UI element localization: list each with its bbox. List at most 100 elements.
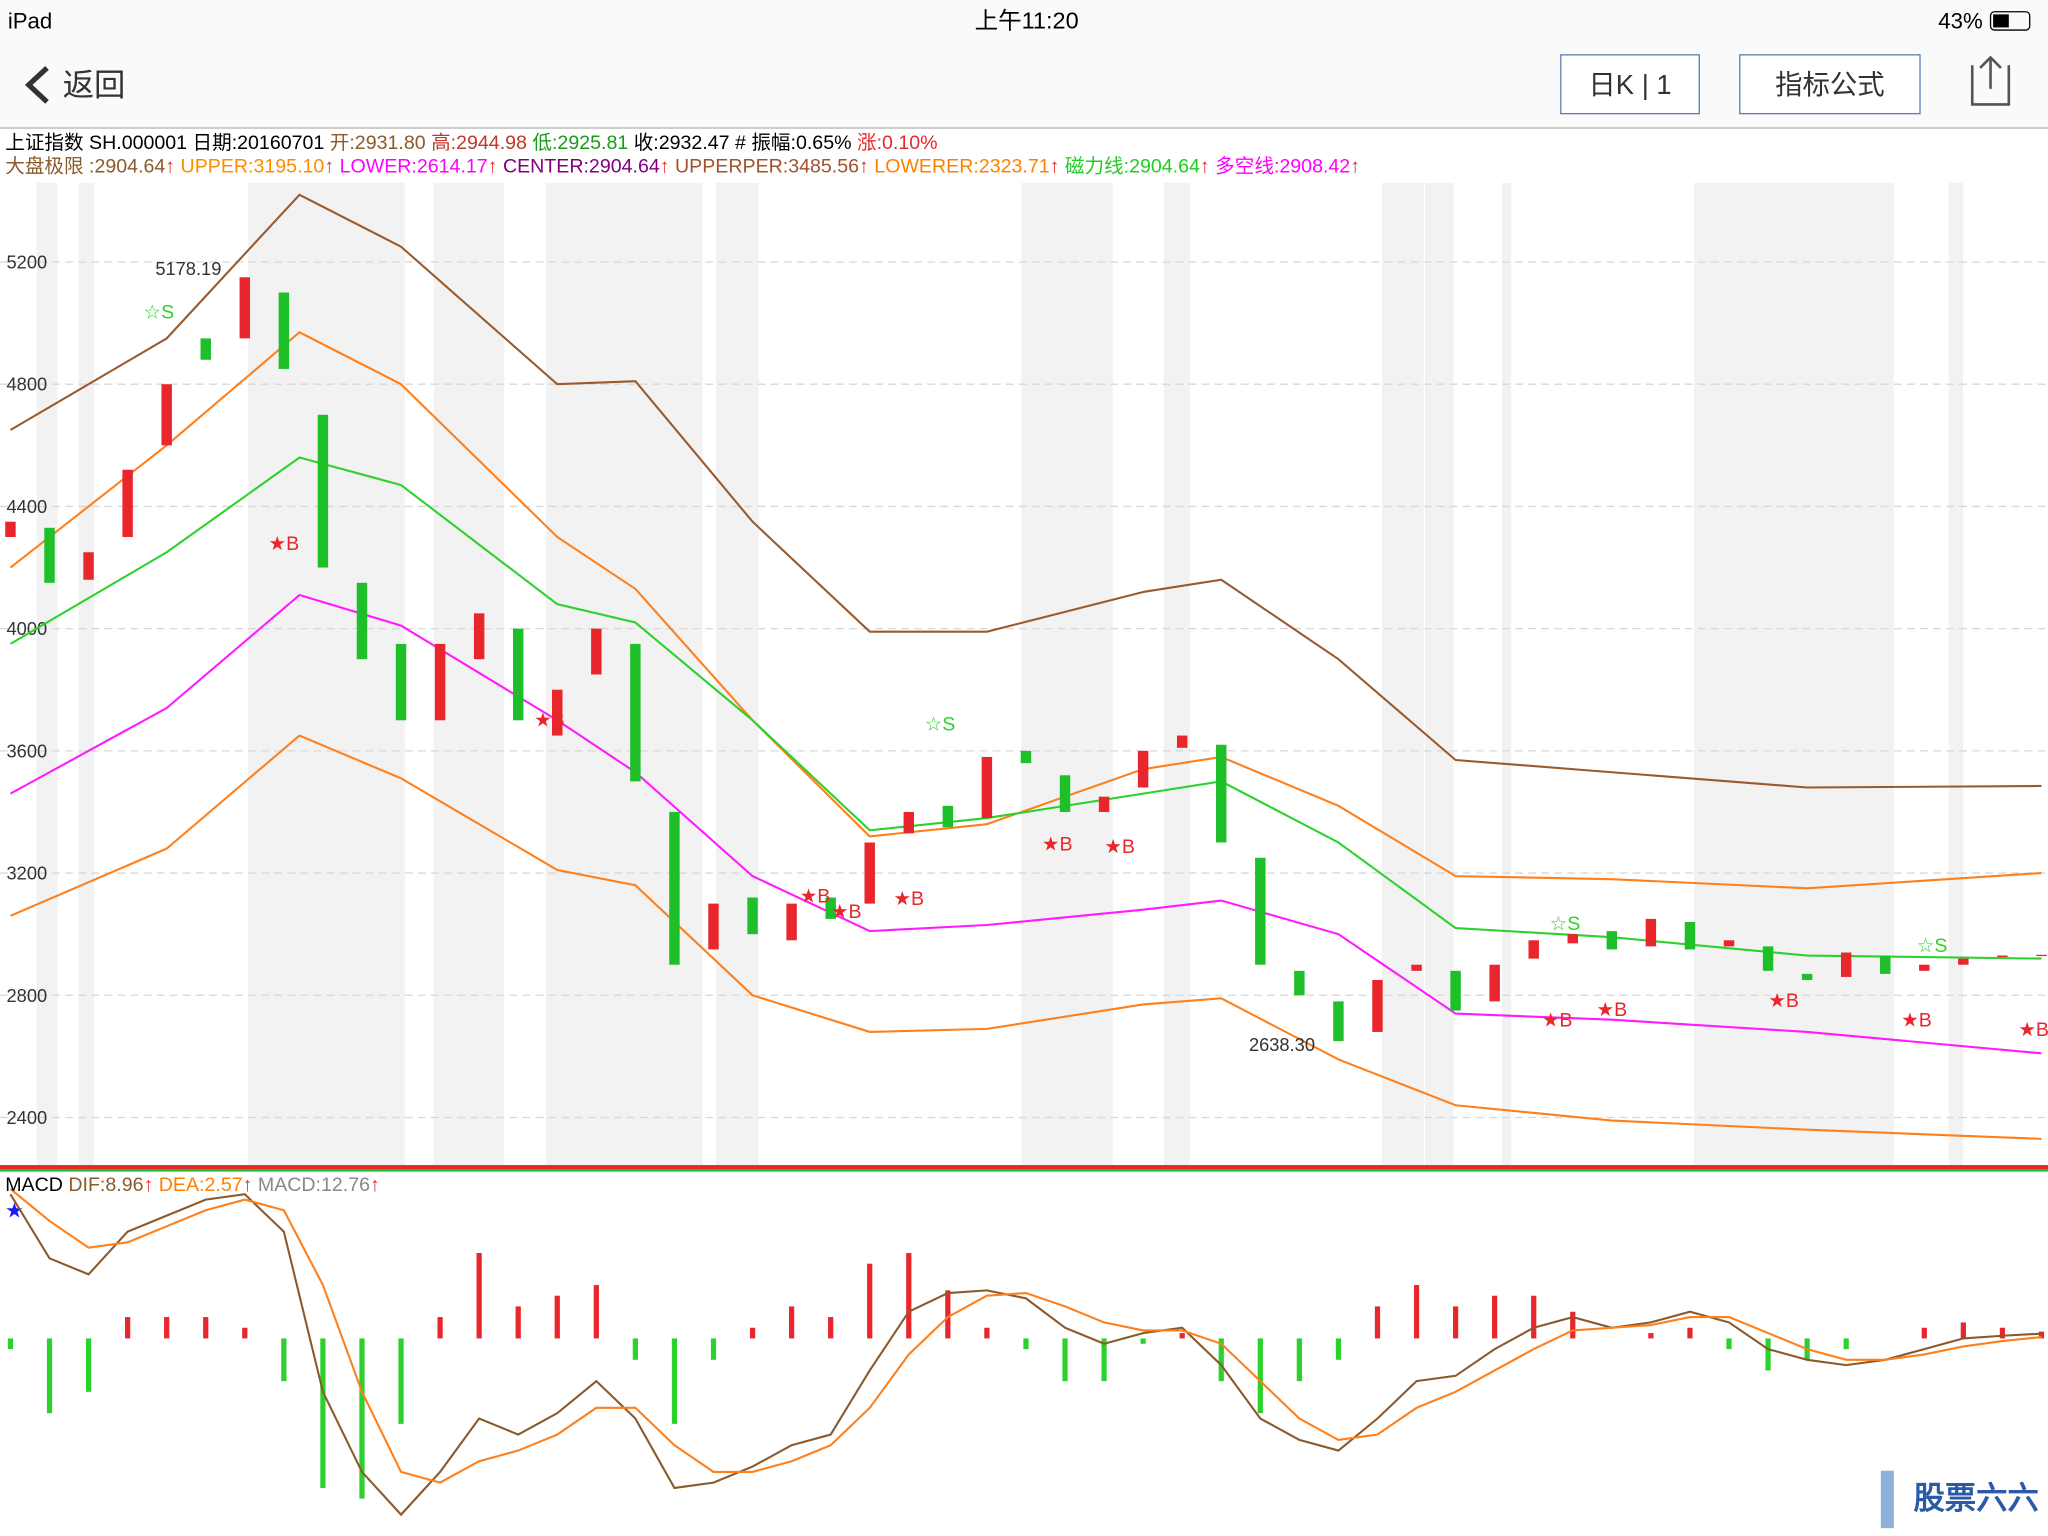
- arrow: ↑: [143, 1174, 154, 1197]
- extreme-label: 2638.30: [1249, 1034, 1315, 1055]
- back-icon[interactable]: [24, 66, 49, 104]
- arrow: ↑: [659, 155, 670, 178]
- arrow: ↑: [370, 1174, 380, 1197]
- y-tick-label: 2400: [7, 1107, 48, 1128]
- extreme-label: 5178.19: [155, 258, 221, 279]
- period-button-box[interactable]: [1560, 54, 1700, 115]
- candle: [1567, 934, 1578, 944]
- macd-bar: [1531, 1295, 1537, 1339]
- info-line: 上证指数 SH.000001 日期:20160701 开:2931.80 高:2…: [5, 132, 937, 156]
- macd-bar: [1374, 1306, 1381, 1339]
- band-line: [9, 593, 2042, 1055]
- macd-bar: [593, 1285, 599, 1339]
- watermark: 股票六六: [1913, 1481, 2038, 1516]
- signal: ☆S: [1917, 935, 1948, 957]
- macd-bar: [1687, 1327, 1693, 1339]
- macd-bar: [710, 1338, 717, 1360]
- candle: [1723, 940, 1735, 947]
- signal: ★B: [1597, 999, 1628, 1021]
- signal: ★B: [1768, 990, 1799, 1012]
- y-tick-label: 2800: [7, 985, 48, 1006]
- macd-bar: [788, 1306, 795, 1339]
- macd-bar: [632, 1338, 638, 1360]
- macd-bar: [242, 1327, 248, 1339]
- arrow: ↑: [242, 1174, 253, 1197]
- candle: [1645, 918, 1657, 947]
- candle: [1411, 964, 1422, 971]
- candle: [1762, 946, 1774, 971]
- y-tick-label: 3200: [7, 863, 48, 884]
- band-line: [10, 734, 2042, 1140]
- candle: [1020, 750, 1032, 764]
- clock: 上午11:20: [975, 8, 1079, 34]
- back-button[interactable]: 返回: [63, 67, 126, 102]
- indicator-item: LOWERER:2323.71: [874, 155, 1050, 178]
- formula-button-box[interactable]: [1739, 54, 1921, 115]
- candle: [1880, 955, 1891, 974]
- signal: ★B: [534, 709, 565, 731]
- y-tick-label: 3600: [7, 740, 48, 761]
- indicator-item: 多空线:2908.42: [1215, 155, 1351, 178]
- device-name: iPad: [8, 9, 52, 34]
- macd-bar: [1843, 1338, 1849, 1350]
- info-item: # 振幅:0.65%: [734, 131, 852, 155]
- macd-item: DIF:8.96: [68, 1174, 144, 1197]
- info-item: 开:2931.80: [329, 131, 426, 155]
- macd-bar: [1726, 1338, 1732, 1350]
- macd-bar: [1570, 1311, 1576, 1339]
- signal: ★B: [1901, 1010, 1932, 1032]
- candle: [1333, 1001, 1344, 1042]
- macd-bar: [125, 1317, 131, 1339]
- indicator-item: 磁力线:2904.64: [1064, 155, 1200, 178]
- candle: [1216, 744, 1227, 843]
- macd-bar: [1140, 1338, 1146, 1344]
- macd-item: MACD:12.76: [257, 1174, 371, 1197]
- macd-bar: [515, 1306, 521, 1339]
- macd-line: MACD DIF:8.96↑ DEA:2.57↑ MACD:12.76↑: [5, 1174, 380, 1198]
- candle: [5, 521, 16, 537]
- macd-bar: [1062, 1338, 1068, 1382]
- band-line: [9, 456, 2042, 960]
- candle: [1528, 940, 1539, 959]
- indicator-item: 大盘极限 :2904.64: [5, 155, 166, 178]
- macd-bar: [1765, 1338, 1771, 1371]
- macd-bar: [203, 1317, 209, 1339]
- signal: ★B: [831, 901, 862, 923]
- signal: ☆S: [925, 713, 956, 735]
- candle: [1958, 958, 1969, 965]
- macd-bar: [46, 1338, 53, 1414]
- candle: [122, 469, 133, 537]
- macd-bar: [2038, 1331, 2045, 1339]
- macd-bar: [1335, 1338, 1342, 1360]
- macd-bar: [1492, 1295, 1498, 1339]
- macd-bar: [7, 1338, 14, 1350]
- macd-line: [9, 1188, 2042, 1484]
- formula-button[interactable]: 指标公式: [1775, 69, 1885, 100]
- macd-bar: [945, 1290, 951, 1339]
- share-icon[interactable]: [1970, 55, 2011, 106]
- candle: [825, 897, 836, 919]
- macd-bar: [85, 1338, 92, 1392]
- candle: [161, 384, 172, 446]
- candle: [1801, 973, 1813, 980]
- candle: [669, 811, 680, 965]
- signal: ★B: [1042, 833, 1073, 855]
- period-button[interactable]: 日K | 1: [1588, 69, 1671, 100]
- macd-bar: [359, 1338, 365, 1499]
- info-item: 低:2925.81: [532, 131, 629, 155]
- macd-bar: [437, 1317, 443, 1339]
- signal: ☆S: [1550, 913, 1581, 935]
- indicator-item: UPPERPER:3485.56: [674, 155, 860, 178]
- macd-bar: [671, 1338, 678, 1424]
- candle: [630, 643, 641, 782]
- shading: [36, 182, 1964, 1167]
- candle: [1255, 857, 1266, 965]
- macd-bar: [867, 1263, 873, 1339]
- candle: [708, 903, 719, 950]
- candle: [1059, 775, 1071, 812]
- arrow: ↑: [165, 155, 176, 178]
- logo-icon: [1880, 1470, 1894, 1529]
- candle: [1372, 979, 1383, 1032]
